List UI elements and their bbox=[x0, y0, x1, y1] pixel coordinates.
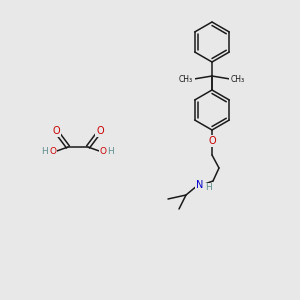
Text: O: O bbox=[208, 136, 216, 146]
Text: O: O bbox=[100, 148, 106, 157]
Text: H: H bbox=[205, 184, 212, 193]
Text: CH₃: CH₃ bbox=[231, 74, 245, 83]
Text: H: H bbox=[42, 148, 48, 157]
Text: H: H bbox=[108, 148, 114, 157]
Text: O: O bbox=[96, 126, 104, 136]
Text: O: O bbox=[50, 148, 56, 157]
Text: O: O bbox=[52, 126, 60, 136]
Text: N: N bbox=[196, 180, 204, 190]
Text: CH₃: CH₃ bbox=[179, 74, 193, 83]
